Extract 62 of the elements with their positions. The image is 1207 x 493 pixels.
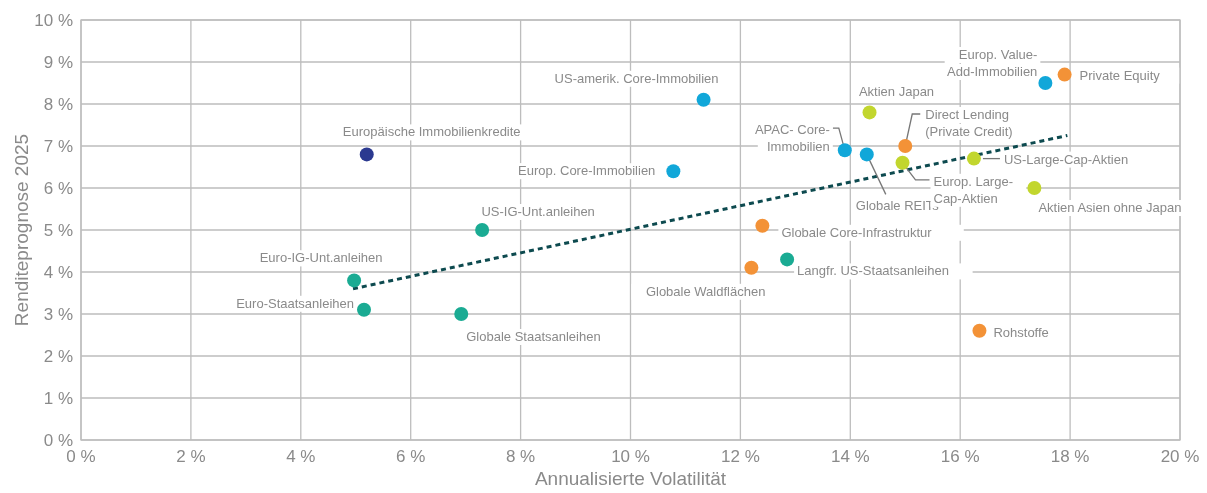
point	[359, 147, 374, 162]
annotation: Europ. Value- Add-Immobilien	[947, 47, 1038, 79]
point	[972, 323, 987, 338]
y-tick-label: 7 %	[43, 136, 73, 156]
point	[780, 252, 795, 267]
point	[898, 139, 913, 153]
x-tick-label: 12 %	[721, 447, 760, 466]
x-tick-label: 6 %	[396, 447, 426, 466]
point	[1057, 67, 1072, 82]
annotation: Aktien Asien ohne Japan	[1038, 200, 1182, 215]
annotation: APAC- Core- Immobilien	[754, 122, 830, 155]
x-tick-label: 2 %	[176, 447, 206, 466]
annotation: Globale Staatsanleihen	[466, 329, 601, 344]
point	[755, 218, 770, 233]
annotation: Langfr. US-Staatsanleihen	[797, 263, 949, 279]
annotation: Aktien Japan	[858, 84, 935, 100]
y-tick-label: 10 %	[34, 10, 73, 30]
y-tick-label: 0 %	[43, 430, 73, 450]
y-tick-label: 8 %	[43, 94, 73, 114]
x-tick-label: 18 %	[1050, 447, 1090, 466]
annotation: Direct Lending (Private Credit)	[925, 107, 1013, 139]
x-tick-label: 16 %	[940, 447, 980, 466]
annotation: Rohstoffe	[993, 324, 1049, 340]
point	[744, 260, 759, 275]
y-tick-label: 6 %	[43, 178, 73, 198]
annotation: US-Large-Cap-Aktien	[1003, 151, 1129, 167]
point	[859, 147, 874, 162]
point	[1038, 76, 1053, 90]
point	[356, 302, 371, 317]
y-axis-title: Renditeprognose 2025	[11, 133, 32, 327]
y-tick-label: 9 %	[43, 52, 73, 72]
point	[696, 92, 711, 107]
point	[454, 307, 469, 321]
x-axis-title: Annualisierte Volatilität	[534, 468, 727, 489]
point	[837, 143, 852, 158]
x-tick-label: 4 %	[286, 447, 316, 466]
annotation: US-amerik. Core-Immobilien	[554, 70, 719, 86]
x-tick-label: 8 %	[505, 447, 536, 466]
x-tick-label: 20 %	[1160, 447, 1200, 466]
annotation: Europäische Immobilienkredite	[342, 124, 521, 140]
point	[347, 273, 362, 288]
annotation: Globale Waldflächen	[645, 283, 766, 299]
annotation: Euro-IG-Unt.anleihen	[259, 250, 383, 266]
x-tick-label: 14 %	[830, 447, 870, 466]
y-tick-label: 5 %	[43, 220, 73, 240]
point	[1027, 181, 1042, 195]
point	[895, 155, 910, 170]
point	[966, 151, 981, 166]
y-tick-label: 1 %	[43, 388, 73, 408]
x-tick-label: 0 %	[66, 447, 96, 466]
y-tick-label: 3 %	[43, 304, 73, 324]
annotation: Euro-Staatsanleihen	[236, 295, 354, 311]
annotation: Private Equity	[1079, 67, 1161, 83]
annotation: Europ. Core-Immobilien	[518, 163, 656, 179]
point	[666, 164, 681, 179]
x-tick-label: 10 %	[611, 447, 650, 466]
point	[475, 223, 490, 237]
point	[862, 105, 877, 120]
annotation: US-IG-Unt.anleihen	[481, 204, 595, 219]
y-tick-label: 2 %	[43, 346, 73, 366]
y-tick-label: 4 %	[43, 262, 73, 282]
annotation: Globale Core-Infrastruktur	[781, 224, 933, 240]
